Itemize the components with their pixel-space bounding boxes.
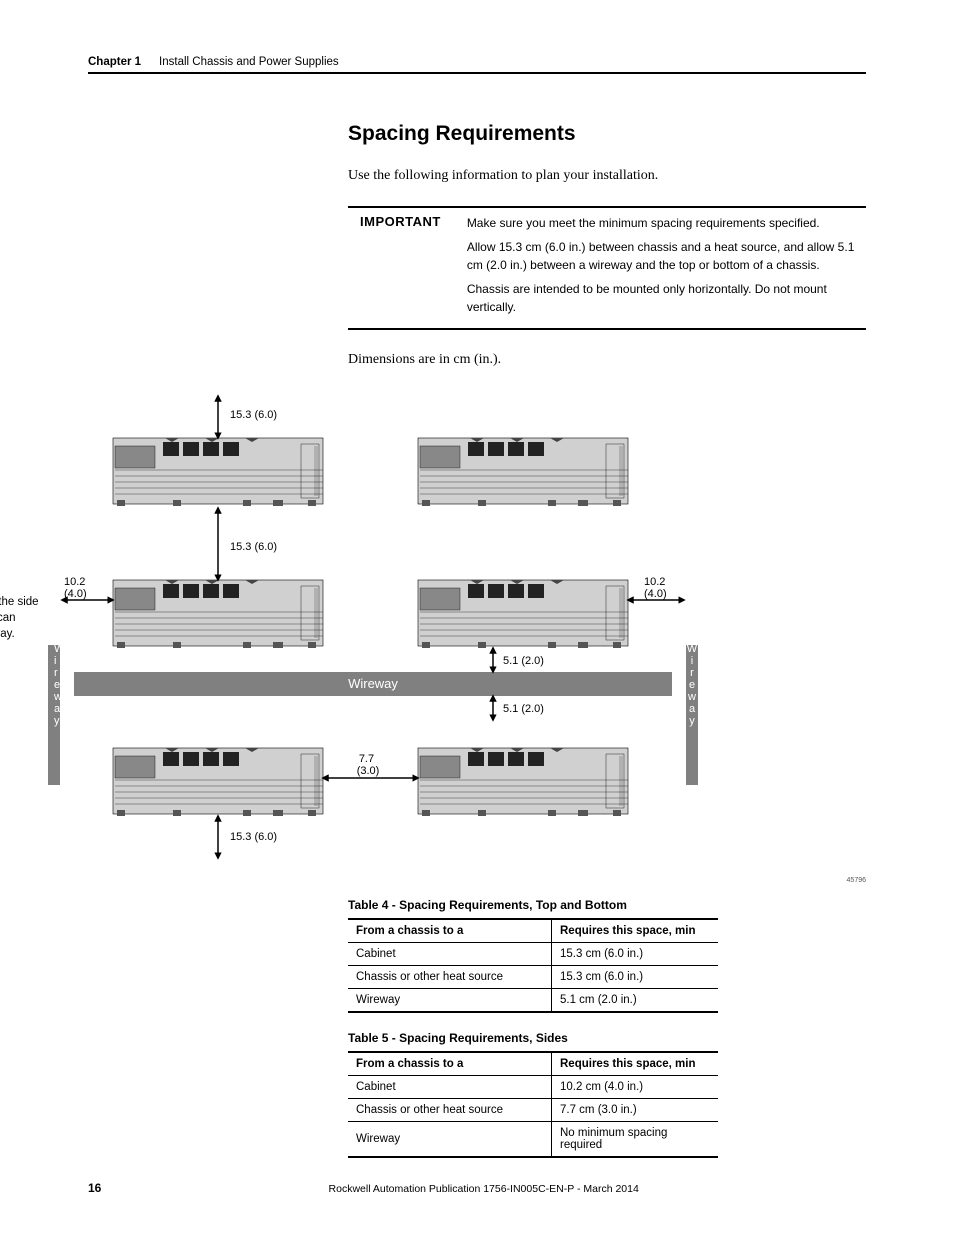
page-header: Chapter 1 Install Chassis and Power Supp…	[88, 56, 866, 74]
dim-5-1-top: 5.1 (2.0)	[503, 655, 544, 667]
chapter-label: Chapter 1	[88, 56, 141, 68]
dim-top: 15.3 (6.0)	[230, 409, 277, 421]
page-footer: 16 Rockwell Automation Publication 1756-…	[88, 1181, 866, 1195]
table4-col1-header: From a chassis to a	[348, 919, 552, 943]
important-line1: Make sure you meet the minimum spacing r…	[467, 214, 858, 232]
dim-bottom: 15.3 (6.0)	[230, 831, 277, 843]
table5-col1-header: From a chassis to a	[348, 1052, 552, 1076]
table-row: Cabinet 10.2 cm (4.0 in.)	[348, 1076, 718, 1099]
important-line2: Allow 15.3 cm (6.0 in.) between chassis …	[467, 238, 858, 274]
publication-info: Rockwell Automation Publication 1756-IN0…	[329, 1183, 639, 1195]
important-line3: Chassis are intended to be mounted only …	[467, 280, 858, 316]
dim-left-10-2: 10.2 (4.0)	[64, 576, 88, 600]
intro-text: Use the following information to plan yo…	[348, 168, 866, 184]
table-row: Chassis or other heat source 15.3 cm (6.…	[348, 966, 718, 989]
page-number: 16	[88, 1181, 101, 1195]
spacing-diagram-svg: Wireway Wireway Wireway 15.3 (6.0) 15.3 …	[48, 390, 698, 870]
table5-title: Table 5 - Spacing Requirements, Sides	[348, 1031, 866, 1045]
table-row: Chassis or other heat source 7.7 cm (3.0…	[348, 1099, 718, 1122]
dim-between-1-2: 15.3 (6.0)	[230, 541, 277, 553]
chapter-title: Install Chassis and Power Supplies	[159, 56, 339, 68]
important-text: Make sure you meet the minimum spacing r…	[467, 214, 866, 322]
table5-col2-header: Requires this space, min	[552, 1052, 719, 1076]
figure-ref: 45796	[847, 877, 866, 884]
table4-title: Table 4 - Spacing Requirements, Top and …	[348, 898, 866, 912]
table-row: Wireway No minimum spacing required	[348, 1122, 718, 1158]
section-heading: Spacing Requirements	[348, 122, 866, 146]
dim-5-1-bottom: 5.1 (2.0)	[503, 703, 544, 715]
diagram-side-note: The 10.2 (4.0) measurement to the side o…	[0, 578, 42, 642]
dimensions-note: Dimensions are in cm (in.).	[348, 352, 866, 368]
table5: From a chassis to a Requires this space,…	[348, 1051, 718, 1158]
table-row: Wireway 5.1 cm (2.0 in.)	[348, 989, 718, 1013]
table-row: Cabinet 15.3 cm (6.0 in.)	[348, 943, 718, 966]
important-label: IMPORTANT	[348, 214, 441, 322]
spacing-diagram: The 10.2 (4.0) measurement to the side o…	[0, 390, 866, 880]
important-box: IMPORTANT Make sure you meet the minimum…	[348, 206, 866, 330]
table4-col2-header: Requires this space, min	[552, 919, 719, 943]
table4: From a chassis to a Requires this space,…	[348, 918, 718, 1013]
wireway-label-center: Wireway	[348, 676, 398, 691]
dim-right-10-2: 10.2 (4.0)	[644, 576, 668, 600]
dim-7-7: 7.7 (3.0)	[357, 753, 380, 777]
